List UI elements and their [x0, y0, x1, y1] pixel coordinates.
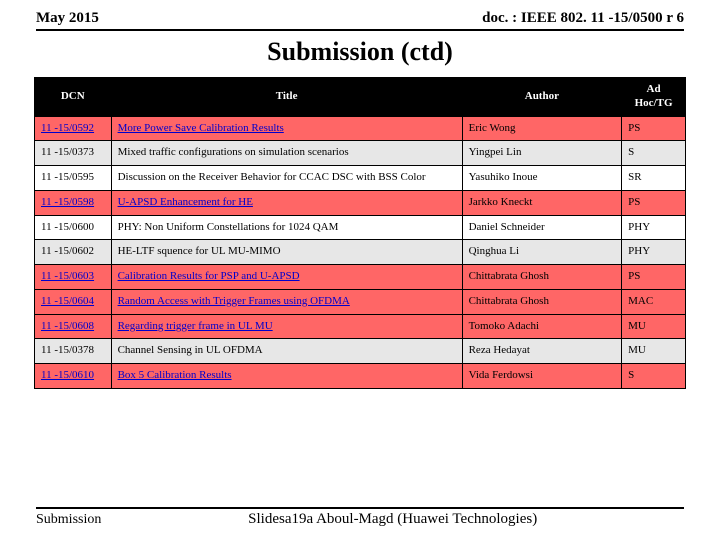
title-link[interactable]: More Power Save Calibration Results [118, 122, 284, 134]
cell-author: Eric Wong [462, 116, 622, 141]
cell-dcn: 11 -15/0610 [35, 364, 112, 389]
table-header-row: DCN Title Author Ad Hoc/TG [35, 78, 686, 117]
cell-author: Chittabrata Ghosh [462, 289, 622, 314]
table-row: 11 -15/0592 More Power Save Calibration R… [35, 116, 686, 141]
footer-left: Submission [36, 512, 101, 528]
dcn-link[interactable]: 11 -15/0603 [41, 270, 94, 282]
cell-dcn: 11 -15/0604 [35, 289, 112, 314]
dcn-link[interactable]: 11 -15/0608 [41, 320, 94, 332]
cell-dcn: 11 -15/0603 [35, 265, 112, 290]
cell-tg: PS [622, 116, 686, 141]
table-row: 11 -15/0600PHY: Non Uniform Constellatio… [35, 215, 686, 240]
cell-author: Yasuhiko Inoue [462, 166, 622, 191]
cell-title: Mixed traffic configurations on simulati… [111, 141, 462, 166]
col-author: Author [462, 78, 622, 117]
cell-tg: S [622, 141, 686, 166]
cell-author: Chittabrata Ghosh [462, 265, 622, 290]
cell-dcn: 11 -15/0373 [35, 141, 112, 166]
table-row: 11 -15/0604 Random Access with Trigger Fr… [35, 289, 686, 314]
cell-title: Random Access with Trigger Frames using … [111, 289, 462, 314]
cell-title: HE-LTF squence for UL MU-MIMO [111, 240, 462, 265]
header-doc: doc. : IEEE 802. 11 -15/0500 r 6 [482, 10, 684, 27]
table-row: 11 -15/0610 Box 5 Calibration Results Vida… [35, 364, 686, 389]
cell-dcn: 11 -15/0592 [35, 116, 112, 141]
cell-title: Discussion on the Receiver Behavior for … [111, 166, 462, 191]
cell-dcn: 11 -15/0602 [35, 240, 112, 265]
cell-tg: SR [622, 166, 686, 191]
table-row: 11 -15/0595Discussion on the Receiver Be… [35, 166, 686, 191]
submission-table: DCN Title Author Ad Hoc/TG 11 -15/0592 Mo… [34, 77, 686, 389]
title-link[interactable]: U-APSD Enhancement for HE [118, 196, 253, 208]
footer-center: Slidesa19a Aboul-Magd (Huawei Technologi… [101, 511, 684, 528]
dcn-link[interactable]: 11 -15/0592 [41, 122, 94, 134]
col-tg: Ad Hoc/TG [622, 78, 686, 117]
cell-author: Reza Hedayat [462, 339, 622, 364]
cell-author: Tomoko Adachi [462, 314, 622, 339]
cell-title: More Power Save Calibration Results [111, 116, 462, 141]
cell-tg: MU [622, 339, 686, 364]
cell-tg: PS [622, 190, 686, 215]
cell-title: Calibration Results for PSP and U-APSD [111, 265, 462, 290]
cell-title: U-APSD Enhancement for HE [111, 190, 462, 215]
table-row: 11 -15/0378Channel Sensing in UL OFDMARe… [35, 339, 686, 364]
cell-title: Box 5 Calibration Results [111, 364, 462, 389]
cell-tg: MAC [622, 289, 686, 314]
header-rule [36, 29, 684, 31]
col-title: Title [111, 78, 462, 117]
cell-title: PHY: Non Uniform Constellations for 1024… [111, 215, 462, 240]
col-dcn: DCN [35, 78, 112, 117]
cell-tg: S [622, 364, 686, 389]
dcn-link[interactable]: 11 -15/0610 [41, 369, 94, 381]
table-row: 11 -15/0602HE-LTF squence for UL MU-MIMO… [35, 240, 686, 265]
cell-author: Yingpei Lin [462, 141, 622, 166]
cell-tg: PHY [622, 240, 686, 265]
dcn-link[interactable]: 11 -15/0604 [41, 295, 94, 307]
cell-title: Channel Sensing in UL OFDMA [111, 339, 462, 364]
cell-tg: MU [622, 314, 686, 339]
cell-author: Vida Ferdowsi [462, 364, 622, 389]
cell-title: Regarding trigger frame in UL MU [111, 314, 462, 339]
cell-author: Qinghua Li [462, 240, 622, 265]
cell-author: Daniel Schneider [462, 215, 622, 240]
cell-tg: PHY [622, 215, 686, 240]
cell-dcn: 11 -15/0600 [35, 215, 112, 240]
cell-tg: PS [622, 265, 686, 290]
title-link[interactable]: Box 5 Calibration Results [118, 369, 232, 381]
header-date: May 2015 [36, 10, 99, 27]
table-row: 11 -15/0598 U-APSD Enhancement for HE Jark… [35, 190, 686, 215]
title-link[interactable]: Random Access with Trigger Frames using … [118, 295, 350, 307]
cell-dcn: 11 -15/0595 [35, 166, 112, 191]
title-link[interactable]: Calibration Results for PSP and U-APSD [118, 270, 300, 282]
table-row: 11 -15/0373Mixed traffic configurations … [35, 141, 686, 166]
cell-dcn: 11 -15/0378 [35, 339, 112, 364]
cell-dcn: 11 -15/0598 [35, 190, 112, 215]
footer-rule [36, 507, 684, 509]
cell-dcn: 11 -15/0608 [35, 314, 112, 339]
cell-author: Jarkko Kneckt [462, 190, 622, 215]
page-title: Submission (ctd) [0, 37, 720, 67]
table-row: 11 -15/0608 Regarding trigger frame in UL… [35, 314, 686, 339]
title-link[interactable]: Regarding trigger frame in UL MU [118, 320, 273, 332]
dcn-link[interactable]: 11 -15/0598 [41, 196, 94, 208]
table-row: 11 -15/0603 Calibration Results for PSP a… [35, 265, 686, 290]
